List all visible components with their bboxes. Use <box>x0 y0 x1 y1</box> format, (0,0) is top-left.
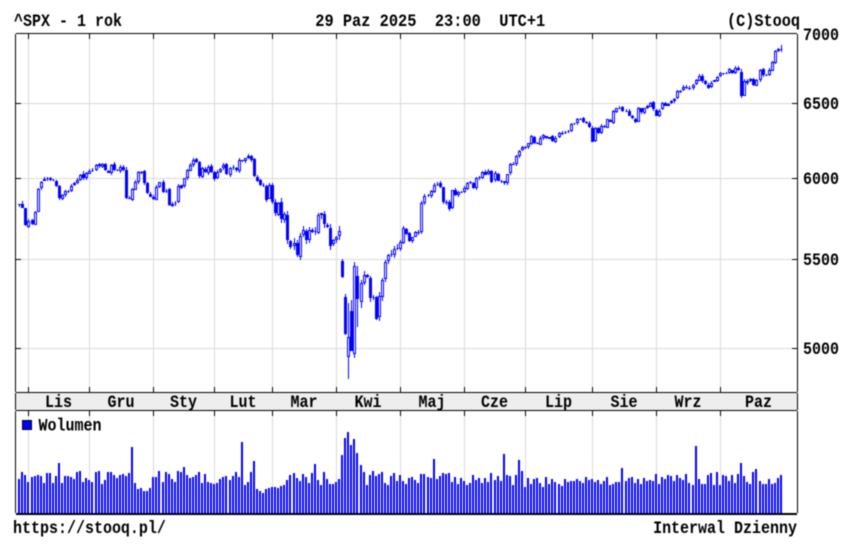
svg-text:Lut: Lut <box>230 392 257 412</box>
svg-text:7000: 7000 <box>803 25 839 45</box>
svg-text:^SPX - 1 rok: ^SPX - 1 rok <box>14 11 122 31</box>
svg-text:Mar: Mar <box>291 392 318 412</box>
svg-text:https://stooq.pl/: https://stooq.pl/ <box>13 518 166 538</box>
svg-text:Lis: Lis <box>45 392 72 412</box>
svg-text:Wolumen: Wolumen <box>39 415 102 435</box>
svg-text:6500: 6500 <box>803 94 839 114</box>
svg-text:(C)Stooq: (C)Stooq <box>727 11 800 31</box>
svg-text:Maj: Maj <box>419 392 446 412</box>
svg-text:Wrz: Wrz <box>675 392 702 412</box>
svg-text:Cze: Cze <box>481 392 508 412</box>
svg-text:5500: 5500 <box>803 250 839 270</box>
svg-text:Sie: Sie <box>611 392 638 412</box>
svg-text:Paz: Paz <box>745 392 772 412</box>
svg-text:Gru: Gru <box>108 392 135 412</box>
svg-text:6000: 6000 <box>803 169 839 189</box>
svg-text:Lip: Lip <box>545 392 572 412</box>
svg-text:Kwi: Kwi <box>355 392 382 412</box>
svg-text:5000: 5000 <box>803 339 839 359</box>
svg-text:Interwal Dzienny: Interwal Dzienny <box>653 518 797 538</box>
svg-text:29 Paz 2025 23:00 UTC+1: 29 Paz 2025 23:00 UTC+1 <box>315 11 545 31</box>
svg-text:Sty: Sty <box>170 392 197 412</box>
